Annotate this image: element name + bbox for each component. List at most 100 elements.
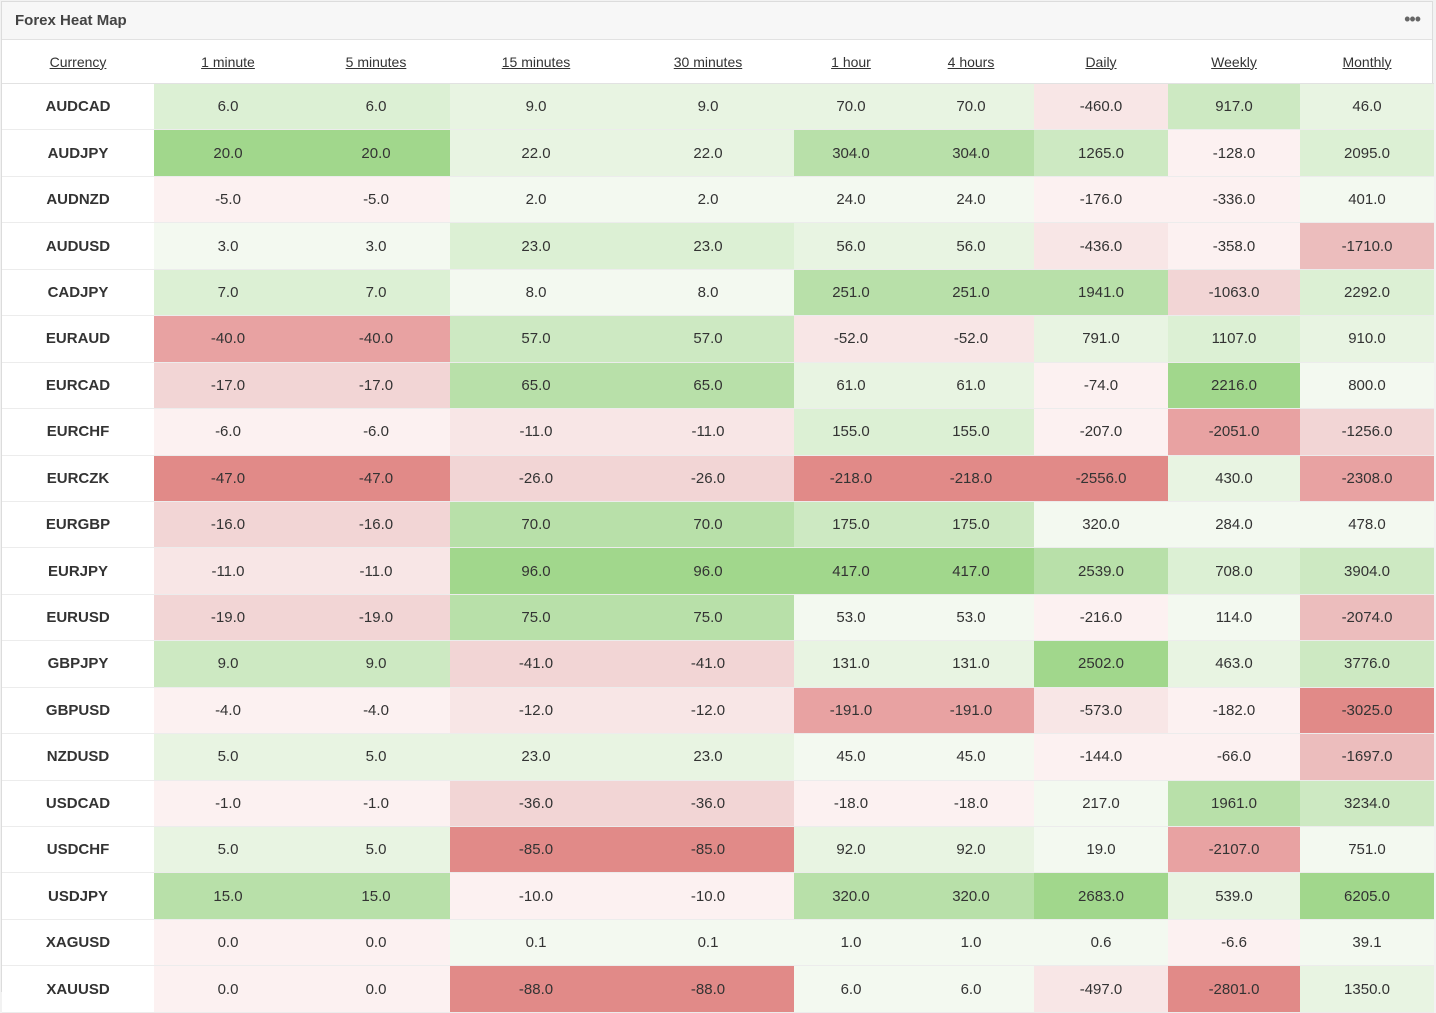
heat-cell: 1.0 bbox=[908, 919, 1034, 967]
table-row: EURCZK -47.0 -47.0 -26.0 -26.0 -218.0 -218.0 -2… bbox=[2, 455, 1434, 502]
currency-symbol: EURCAD bbox=[2, 362, 154, 410]
heat-cell: -2801.0 bbox=[1168, 965, 1300, 1013]
heat-cell: -1256.0 bbox=[1300, 408, 1434, 456]
heat-cell: 539.0 bbox=[1168, 872, 1300, 920]
heat-cell: 417.0 bbox=[908, 547, 1034, 595]
column-header-7[interactable]: Daily bbox=[1034, 40, 1168, 84]
heat-cell: -182.0 bbox=[1168, 687, 1300, 735]
heat-cell: 1.0 bbox=[794, 919, 908, 967]
currency-symbol: AUDJPY bbox=[2, 129, 154, 177]
column-header-1[interactable]: 1 minute bbox=[154, 40, 302, 84]
column-header-label[interactable]: Weekly bbox=[1211, 53, 1257, 70]
column-header-5[interactable]: 1 hour bbox=[794, 40, 908, 84]
heat-cell: -41.0 bbox=[450, 640, 622, 688]
heat-cell: -52.0 bbox=[794, 315, 908, 363]
table-row: AUDNZD -5.0 -5.0 2.0 2.0 24.0 24.0 -176.0 -336.0… bbox=[2, 176, 1434, 224]
heat-cell: -218.0 bbox=[794, 455, 908, 502]
heat-cell: 92.0 bbox=[794, 826, 908, 874]
heat-cell: -128.0 bbox=[1168, 129, 1300, 177]
heat-cell: -47.0 bbox=[154, 455, 302, 502]
column-header-3[interactable]: 15 minutes bbox=[450, 40, 622, 84]
column-header-label[interactable]: 30 minutes bbox=[673, 53, 743, 70]
heat-cell: 131.0 bbox=[908, 640, 1034, 688]
heat-cell: 23.0 bbox=[450, 222, 622, 270]
column-header-2[interactable]: 5 minutes bbox=[302, 40, 450, 84]
heat-cell: -497.0 bbox=[1034, 965, 1168, 1013]
heat-cell: -144.0 bbox=[1034, 733, 1168, 781]
column-header-label[interactable]: Daily bbox=[1085, 53, 1117, 70]
table-row: GBPUSD -4.0 -4.0 -12.0 -12.0 -191.0 -191.0 -573… bbox=[2, 687, 1434, 735]
heat-cell: 3904.0 bbox=[1300, 547, 1434, 595]
heat-cell: 70.0 bbox=[908, 83, 1034, 131]
panel-header: Forex Heat Map ••• bbox=[2, 2, 1432, 40]
heat-cell: 6.0 bbox=[908, 965, 1034, 1013]
heat-cell: 96.0 bbox=[450, 547, 622, 595]
currency-symbol: EURUSD bbox=[2, 594, 154, 642]
heat-cell: -1.0 bbox=[302, 780, 450, 828]
column-header-9[interactable]: Monthly bbox=[1300, 40, 1434, 84]
column-header-label[interactable]: 5 minutes bbox=[345, 53, 407, 70]
heat-cell: 8.0 bbox=[450, 269, 622, 317]
currency-symbol: AUDUSD bbox=[2, 222, 154, 270]
heat-cell: -74.0 bbox=[1034, 362, 1168, 410]
heat-cell: -1710.0 bbox=[1300, 222, 1434, 270]
table-row: AUDCAD 6.0 6.0 9.0 9.0 70.0 70.0 -460.0 917.0 46.… bbox=[2, 83, 1434, 131]
table-row: EURGBP -16.0 -16.0 70.0 70.0 175.0 175.0 320.0 2… bbox=[2, 501, 1434, 549]
heat-cell: 9.0 bbox=[622, 83, 794, 131]
table-row: EURJPY -11.0 -11.0 96.0 96.0 417.0 417.0 2539.0… bbox=[2, 547, 1434, 595]
heat-cell: -18.0 bbox=[794, 780, 908, 828]
heat-cell: 65.0 bbox=[622, 362, 794, 410]
more-dots-icon[interactable]: ••• bbox=[1404, 9, 1421, 29]
heat-cell: 24.0 bbox=[908, 176, 1034, 224]
column-header-6[interactable]: 4 hours bbox=[908, 40, 1034, 84]
heat-cell: 56.0 bbox=[908, 222, 1034, 270]
table-row: EURUSD -19.0 -19.0 75.0 75.0 53.0 53.0 -216.0 11… bbox=[2, 594, 1434, 642]
heat-cell: 23.0 bbox=[622, 222, 794, 270]
heat-cell: -176.0 bbox=[1034, 176, 1168, 224]
heat-cell: -26.0 bbox=[622, 455, 794, 502]
heat-cell: 2683.0 bbox=[1034, 872, 1168, 920]
currency-symbol: GBPJPY bbox=[2, 640, 154, 688]
heat-cell: 46.0 bbox=[1300, 83, 1434, 131]
column-header-label[interactable]: Monthly bbox=[1342, 53, 1392, 70]
heat-cell: 0.6 bbox=[1034, 919, 1168, 967]
heat-cell: 9.0 bbox=[450, 83, 622, 131]
column-header-label[interactable]: 15 minutes bbox=[501, 53, 571, 70]
heat-cell: 5.0 bbox=[302, 826, 450, 874]
heat-cell: 22.0 bbox=[622, 129, 794, 177]
heat-cell: 155.0 bbox=[794, 408, 908, 456]
column-header-8[interactable]: Weekly bbox=[1168, 40, 1300, 84]
column-header-label[interactable]: 1 hour bbox=[831, 53, 871, 70]
heat-cell: 304.0 bbox=[908, 129, 1034, 177]
heat-cell: 22.0 bbox=[450, 129, 622, 177]
heat-cell: 0.0 bbox=[154, 965, 302, 1013]
heat-cell: 96.0 bbox=[622, 547, 794, 595]
currency-symbol: USDCAD bbox=[2, 780, 154, 828]
heat-cell: 15.0 bbox=[154, 872, 302, 920]
heat-cell: 251.0 bbox=[908, 269, 1034, 317]
heat-cell: 5.0 bbox=[154, 733, 302, 781]
heat-cell: 1961.0 bbox=[1168, 780, 1300, 828]
heat-cell: 463.0 bbox=[1168, 640, 1300, 688]
column-header-label[interactable]: 1 minute bbox=[201, 53, 255, 70]
heat-cell: 0.0 bbox=[154, 919, 302, 967]
heat-cell: 0.0 bbox=[302, 965, 450, 1013]
heat-cell: 2.0 bbox=[622, 176, 794, 224]
heat-cell: 8.0 bbox=[622, 269, 794, 317]
heat-cell: 92.0 bbox=[908, 826, 1034, 874]
heat-cell: -41.0 bbox=[622, 640, 794, 688]
column-header-label[interactable]: 4 hours bbox=[947, 53, 995, 70]
heat-cell: 800.0 bbox=[1300, 362, 1434, 410]
column-header-label[interactable]: Currency bbox=[49, 53, 107, 70]
heat-cell: -5.0 bbox=[302, 176, 450, 224]
heat-cell: 61.0 bbox=[908, 362, 1034, 410]
table-row: USDCHF 5.0 5.0 -85.0 -85.0 92.0 92.0 19.0 -2107.… bbox=[2, 826, 1434, 874]
heat-cell: 2292.0 bbox=[1300, 269, 1434, 317]
heat-cell: -11.0 bbox=[450, 408, 622, 456]
column-header-0[interactable]: Currency bbox=[2, 40, 154, 84]
column-header-4[interactable]: 30 minutes bbox=[622, 40, 794, 84]
heat-cell: -3025.0 bbox=[1300, 687, 1434, 735]
heat-cell: 791.0 bbox=[1034, 315, 1168, 363]
heat-cell: -17.0 bbox=[302, 362, 450, 410]
table-row: NZDUSD 5.0 5.0 23.0 23.0 45.0 45.0 -144.0 -66.0-… bbox=[2, 733, 1434, 781]
